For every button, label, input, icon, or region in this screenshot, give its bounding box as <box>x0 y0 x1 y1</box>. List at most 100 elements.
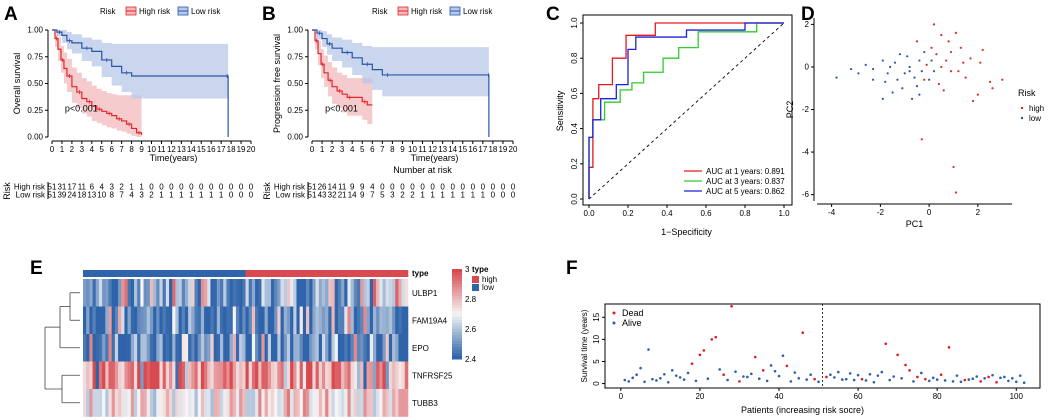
x-axis-title: Time(years) <box>411 153 459 163</box>
panel-label-e: E <box>30 258 43 279</box>
risk-table-cell: 0 <box>410 183 415 192</box>
gene-label: TUBB3 <box>412 399 438 408</box>
x-tick-label: 0 <box>927 208 932 217</box>
risk-table-cell: 32 <box>328 191 337 200</box>
heatmap-cell <box>105 334 109 362</box>
pca-point-low <box>893 61 897 64</box>
heatmap-cell <box>293 389 297 417</box>
pca-point-low <box>923 50 926 54</box>
risk-table-cell: 1 <box>440 191 445 200</box>
heatmap-cell <box>207 389 211 417</box>
heatmap-cell <box>395 389 399 417</box>
annotation-cell-low <box>200 270 205 277</box>
patient-point-alive <box>876 374 880 377</box>
heatmap-cell <box>270 361 275 390</box>
heatmap-cell <box>108 306 112 335</box>
heatmap-cell <box>379 361 383 390</box>
legend-label-roc-3: AUC at 5 years: 0.862 <box>706 187 785 196</box>
pca-point-high <box>935 53 938 56</box>
x-tick-label: 10 <box>147 145 156 154</box>
x-tick-label: 0 <box>50 145 55 154</box>
annotation-cell-high <box>302 270 307 277</box>
x-tick-label: 7 <box>380 145 385 154</box>
y-tick-label: 0 <box>805 62 810 71</box>
annotation-cell-high <box>309 270 313 277</box>
heatmap-cell <box>296 306 300 335</box>
patient-point-alive <box>817 380 820 384</box>
heatmap-cell <box>232 361 237 390</box>
patient-point-dead <box>908 369 911 372</box>
heatmap-cell <box>255 361 259 390</box>
heatmap-cell <box>366 389 371 417</box>
risk-table-cell: 1 <box>430 191 435 200</box>
patient-point-dead <box>730 304 733 308</box>
heatmap-cell <box>86 361 90 390</box>
patient-point-dead <box>924 377 927 381</box>
heatmap-cell <box>395 279 399 307</box>
risk-table-cell: 0 <box>199 183 204 192</box>
heatmap-cell <box>235 334 240 362</box>
y-tick-label: 1.00 <box>27 26 43 35</box>
risk-table-cell: 1 <box>209 191 214 200</box>
legend-title: Risk <box>100 7 117 16</box>
heatmap-cell <box>235 279 240 307</box>
heatmap-cell <box>181 306 186 335</box>
heatmap-cell <box>124 306 128 335</box>
heatmap-cell <box>229 361 234 390</box>
heatmap-cell <box>146 389 151 417</box>
annotation-cell-low <box>220 270 224 277</box>
heatmap-cell <box>95 306 100 335</box>
heatmap-cell <box>299 279 304 307</box>
heatmap-cell <box>302 389 307 417</box>
y-tick-label: 0.75 <box>27 52 43 61</box>
heatmap-cell <box>102 389 106 417</box>
heatmap-cell <box>334 306 339 335</box>
pca-point-high <box>954 191 958 194</box>
patient-point-alive <box>809 373 812 377</box>
patient-point-alive <box>856 373 860 377</box>
heatmap-cell <box>395 334 399 362</box>
patient-point-alive <box>943 379 947 382</box>
annotation-cell-high <box>274 270 278 277</box>
heatmap-cell <box>321 279 326 307</box>
heatmap-cell <box>169 334 173 362</box>
annotation-cell-low <box>188 270 192 277</box>
heatmap-cell <box>283 334 288 362</box>
x-tick-label: 0.8 <box>739 209 751 218</box>
heatmap-cell <box>283 279 288 307</box>
colorbar-segment <box>452 338 462 342</box>
x-tick-label: 17 <box>217 145 226 154</box>
risk-table-cell: 31 <box>57 183 66 192</box>
annotation-cell-low <box>146 270 151 277</box>
annotation-cell-low <box>130 270 135 277</box>
annotation-cell-high <box>360 270 364 277</box>
heatmap-cell <box>337 306 342 335</box>
colorbar-segment <box>452 308 462 312</box>
risk-table-cell: 0 <box>491 183 496 192</box>
y-tick-label: -4 <box>802 148 810 157</box>
patient-point-dead <box>813 377 816 381</box>
pca-point-low <box>891 91 894 94</box>
heatmap-cell <box>118 334 122 362</box>
heatmap-cell <box>133 389 138 417</box>
heatmap-cell <box>357 389 361 417</box>
heatmap-cell <box>146 361 151 390</box>
heatmap-cell <box>290 389 294 417</box>
heatmap-cell <box>143 334 148 362</box>
gene-label: EPO <box>412 344 429 353</box>
x-tick-label: 6 <box>109 145 114 154</box>
heatmap-cell <box>360 361 364 390</box>
risk-table-cell: 1 <box>420 191 425 200</box>
heatmap-cell <box>92 306 97 335</box>
risk-table-cell: 39 <box>57 191 66 200</box>
patient-point-dead <box>979 380 982 383</box>
heatmap-cell <box>286 306 291 335</box>
heatmap-cell <box>353 306 358 335</box>
annotation-cell-high <box>379 270 383 277</box>
patient-point-alive <box>829 373 832 377</box>
ci-band-low <box>312 30 489 97</box>
heatmap-cell <box>392 361 396 390</box>
heatmap-cell <box>366 279 371 307</box>
heatmap-cell <box>274 389 278 417</box>
heatmap-cell <box>226 279 230 307</box>
